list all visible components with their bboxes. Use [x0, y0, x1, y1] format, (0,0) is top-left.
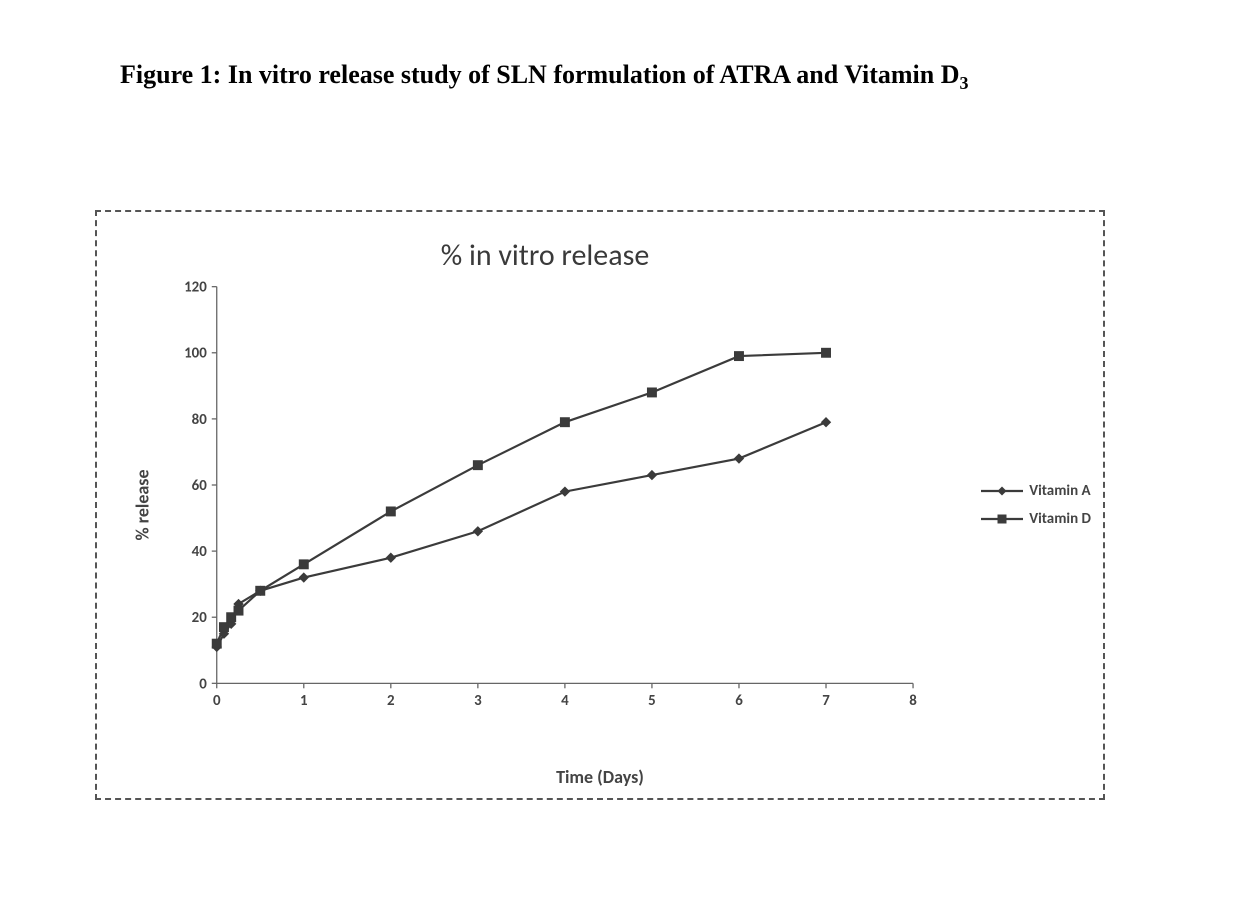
- svg-text:80: 80: [192, 410, 208, 428]
- legend-label: Vitamin D: [1029, 510, 1091, 528]
- svg-text:0: 0: [199, 674, 207, 692]
- figure-caption: Figure 1: In vitro release study of SLN …: [0, 60, 1240, 94]
- svg-text:8: 8: [909, 691, 917, 709]
- plot-area: % in vitro release 020406080100120012345…: [167, 247, 923, 723]
- svg-text:3: 3: [474, 691, 482, 709]
- page: Figure 1: In vitro release study of SLN …: [0, 0, 1240, 920]
- caption-text: Figure 1: In vitro release study of SLN …: [120, 60, 960, 89]
- svg-text:40: 40: [192, 542, 208, 560]
- svg-text:7: 7: [822, 691, 830, 709]
- legend-item: Vitamin A: [981, 482, 1091, 500]
- svg-text:60: 60: [192, 476, 208, 494]
- svg-text:1: 1: [300, 691, 308, 709]
- svg-text:20: 20: [192, 608, 208, 626]
- chart-svg: 0 20 40 60 80 100 120 0 1 2 3 4 5 6 7 8: [167, 247, 923, 723]
- square-marker-icon: [981, 511, 1023, 527]
- chart-container: % release Time (Days) % in vitro release…: [95, 210, 1105, 800]
- svg-text:2: 2: [387, 691, 395, 709]
- legend-item: Vitamin D: [981, 510, 1091, 528]
- svg-text:0: 0: [213, 691, 221, 709]
- svg-text:100: 100: [184, 344, 207, 362]
- svg-text:6: 6: [735, 691, 743, 709]
- y-axis-label: % release: [132, 469, 154, 540]
- legend: Vitamin A Vitamin D: [981, 472, 1091, 538]
- legend-label: Vitamin A: [1029, 482, 1090, 500]
- svg-text:4: 4: [561, 691, 569, 709]
- svg-text:5: 5: [648, 691, 656, 709]
- svg-text:120: 120: [184, 278, 207, 296]
- diamond-marker-icon: [981, 483, 1023, 499]
- caption-subscript: 3: [960, 73, 969, 93]
- x-axis-label: Time (Days): [97, 766, 1103, 788]
- chart-title: % in vitro release: [167, 237, 923, 274]
